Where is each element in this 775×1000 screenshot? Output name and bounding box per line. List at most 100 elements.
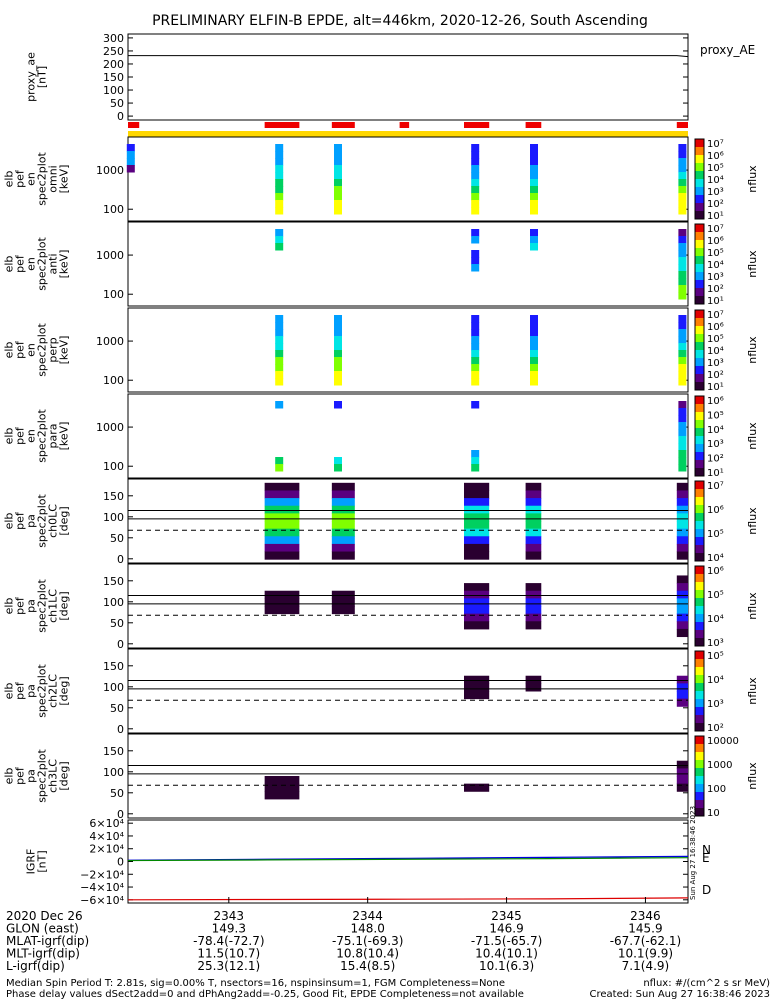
panel-en-anti-ylabel-line: spec2plot — [36, 237, 49, 291]
x-axis-value: -75.1(-69.3) — [332, 934, 403, 948]
panel-en-omni-ylabel-line: spec2plot — [36, 152, 49, 206]
panel-pa-ch1LC-pitch-cell — [464, 583, 490, 592]
panel-pa-ch2LC-ylabel-line: [deg] — [58, 676, 71, 705]
panel-pa-ch2LC-pitch-cell — [464, 691, 490, 700]
panel-en-perp-spectrum-cell — [334, 378, 342, 386]
panel-pa-ch2LC-pitch-cell — [676, 683, 688, 692]
panel-en-perp-colorbar-cell — [695, 382, 704, 391]
panel-en-para-colorbar-title: nflux — [746, 422, 759, 450]
panel-en-omni-spectrum-cell — [471, 186, 480, 194]
panel-pa-ch1LC-colorbar-title-text: nflux — [746, 592, 759, 620]
panel-en-perp-spectrum-cell — [275, 350, 284, 358]
panel-en-perp-ylabel-line: perp — [47, 337, 60, 362]
panel-pa-ch3LC-ytick-label: 50 — [110, 787, 124, 800]
panel-pa-ch1LC-colorbar-cell — [695, 582, 704, 591]
panel-en-perp-spectrum-cell — [530, 329, 538, 337]
panel-en-perp-spectrum-cell — [530, 343, 538, 351]
panel-pa-ch0LC-colorbar-cell — [695, 497, 704, 506]
panel-en-anti-colorbar-label: 10¹ — [707, 296, 724, 307]
panel-en-anti-frame — [127, 221, 689, 307]
panel-pa-ch1LC-colorbar-label: 10⁴ — [707, 614, 724, 625]
panel-pa-ch3LC-colorbar-cell — [695, 800, 704, 809]
panel-pa-ch0LC-pitch-cell — [331, 528, 355, 537]
panel-pa-ch3LC-ylabel-line: elb — [3, 768, 16, 785]
panel-en-perp-spectrum-cell — [471, 357, 480, 365]
panel-en-omni-spectrum-cell — [530, 172, 538, 180]
panel-en-anti-ytick-label: 1000 — [96, 249, 124, 262]
panel-en-omni-spectrum-cell — [334, 179, 342, 187]
panel-en-omni-ylabel-line: [keV] — [58, 165, 71, 194]
panel-pa-ch0LC-pitch-cell — [264, 528, 300, 537]
panel-en-perp-spectrum-cell — [678, 364, 687, 372]
x-axis-value: 10.1(9.9) — [618, 947, 673, 961]
proxy-ae-legend: proxy_AE — [700, 43, 755, 57]
panel-en-omni-spectrum-cell — [530, 179, 538, 187]
panel-pa-ch1LC-pitch-cell — [676, 628, 688, 638]
panel-pa-ch3LC-colorbar-label: 10000 — [707, 736, 739, 747]
panel-en-omni-spectrum-cell — [530, 158, 538, 166]
panel-en-perp-spectrum-cell — [471, 315, 480, 323]
panel-pa-ch3LC-ylabel-line: pa — [25, 769, 38, 783]
panel-pa-ch0LC-pitch-cell — [676, 528, 688, 537]
panel-pa-ch2LC-pitch-cell — [676, 691, 688, 700]
panel-pa-ch0LC-ylabel-line: ch0LC — [47, 504, 60, 538]
panel-pa-ch3LC-colorbar-cell — [695, 768, 704, 777]
igrf-ytick-label: 6×10⁴ — [89, 817, 124, 830]
panel-en-anti-spectrum-cell — [678, 229, 687, 237]
panel-pa-ch1LC-pitch-cell — [525, 613, 542, 622]
panel-en-anti-spectrum-cell — [471, 264, 480, 272]
panel-en-perp-spectrum-cell — [275, 357, 284, 365]
panel-en-omni-spectrum-cell — [275, 186, 284, 194]
panel-pa-ch2LC-colorbar-cell — [695, 723, 704, 732]
panel-en-omni-spectrum-cell — [471, 158, 480, 166]
panel-pa-ch1LC-pitch-cell — [525, 583, 542, 592]
panel-pa-ch0LC-pitch-cell — [525, 482, 542, 491]
proxy-ae-ylabel: proxy_ae[nT] — [25, 52, 49, 102]
panel-pa-ch0LC-pitch-cell — [525, 513, 542, 522]
panel-en-perp-spectrum-cell — [334, 343, 342, 351]
panel-pa-ch3LC-colorbar-frame — [694, 735, 705, 817]
panel-en-anti-colorbar-cell — [695, 240, 704, 249]
proxy-ae-ylabel-line: proxy_ae — [25, 52, 38, 102]
panel-pa-ch2LC-ytick-label: 150 — [103, 660, 124, 673]
panel-en-perp-spectrum-cell — [678, 336, 687, 344]
panel-pa-ch0LC-pitch-cell — [676, 521, 688, 530]
panel-en-perp-colorbar-cell — [695, 366, 704, 375]
panel-en-anti-spectrum-cell — [530, 236, 538, 244]
panel-pa-ch1LC-ytick-label: 50 — [110, 617, 124, 630]
panel-en-omni-spectrum-cell — [471, 193, 480, 201]
panel-en-anti-spectrum-cell — [471, 229, 480, 237]
panel-en-perp-colorbar-cell — [695, 374, 704, 383]
panel-en-omni-ylabel-line: omni — [47, 165, 60, 192]
panel-en-omni-spectrum-cell — [275, 165, 284, 173]
panel-en-para-ylabel-line: pef — [14, 426, 27, 445]
panel-pa-ch2LC-ylabel-line: pef — [14, 681, 27, 700]
x-axis-row-label: GLON (east) — [6, 922, 79, 936]
x-axis-value: 7.1(4.9) — [622, 959, 670, 973]
panel-pa-ch1LC-pitch-cell — [676, 590, 688, 599]
panel-pa-ch1LC-ylabel-line: pef — [14, 596, 27, 615]
panel-pa-ch2LC-colorbar-cell — [695, 651, 704, 660]
panel-en-anti-colorbar-cell — [695, 272, 704, 281]
panel-pa-ch2LC-ylabel-line: ch2LC — [47, 674, 60, 708]
panel-en-anti-colorbar-cell — [695, 288, 704, 297]
panel-pa-ch1LC-colorbar-cell — [695, 574, 704, 583]
panel-pa-ch1LC-colorbar-cell — [695, 598, 704, 607]
panel-pa-ch1LC-pitch-cell — [525, 621, 542, 630]
panel-pa-ch3LC-frame — [127, 733, 689, 819]
panel-en-omni-spectrum-cell — [275, 151, 284, 159]
panel-pa-ch3LC-pitch-cell — [676, 760, 688, 769]
panel-pa-ch0LC-ylabel-line: [deg] — [58, 506, 71, 535]
panel-pa-ch1LC-pitch-cell — [676, 621, 688, 630]
panel-pa-ch0LC-colorbar-cell — [695, 521, 704, 530]
x-axis-value: 2345 — [491, 909, 522, 923]
panel-en-para-ytick-label: 100 — [103, 460, 124, 473]
panel-pa-ch0LC-colorbar-frame — [694, 480, 705, 562]
panel-pa-ch1LC-colorbar-cell — [695, 590, 704, 599]
panel-en-para-spectrum-cell — [334, 464, 342, 472]
panel-pa-ch3LC-pitch-cell — [676, 776, 688, 785]
panel-en-perp-spectrum-cell — [678, 357, 687, 365]
panel-pa-ch2LC-pitch-cell — [525, 675, 542, 684]
panel-pa-ch1LC-pitch-cell — [676, 575, 688, 584]
